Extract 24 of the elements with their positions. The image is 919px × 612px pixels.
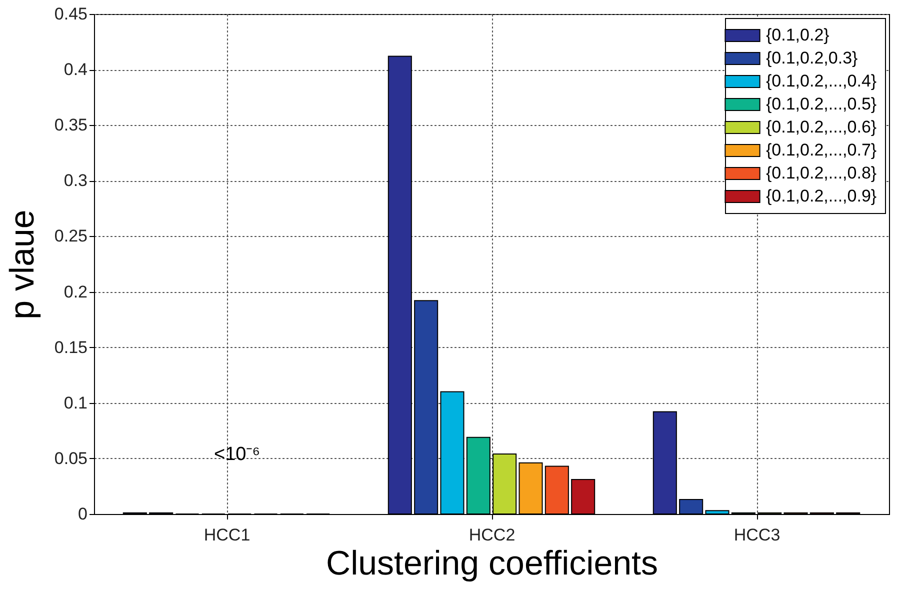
x-tick-label: HCC2: [468, 526, 516, 544]
legend-label: {0.1,0.2,...,0.4}: [766, 72, 877, 90]
legend-label: {0.1,0.2,...,0.7}: [766, 140, 877, 160]
y-tick-label: 0.15: [54, 338, 88, 357]
y-tick-label: 0: [78, 504, 88, 524]
legend-label: {0.1,0.2,...,0.5}: [766, 94, 877, 114]
legend-label: {0.1,0.2}: [766, 26, 830, 44]
y-tick-label: 0.4: [64, 60, 88, 80]
y-tick-label: 0.1: [64, 393, 88, 412]
y-axis-title: p vlaue: [3, 210, 42, 320]
legend-label: {0.1,0.2,...,0.6}: [766, 118, 877, 136]
y-tick-label: 0.35: [54, 116, 88, 135]
y-tick-label: 0.05: [54, 448, 88, 468]
annotation: <10⁻⁶: [214, 444, 260, 465]
legend-label: {0.1,0.2,...,0.8}: [766, 164, 877, 182]
x-tick-label: HCC1: [204, 526, 250, 544]
y-tick-label: 0.45: [54, 4, 88, 24]
y-tick-label: 0.2: [64, 282, 88, 302]
y-tick-label: 0.25: [54, 226, 88, 246]
y-tick-label: 0.3: [64, 171, 88, 190]
x-tick-label: HCC3: [734, 526, 780, 544]
legend-label: {0.1,0.2,0.3}: [766, 48, 858, 68]
x-axis-title: Clustering coefficients: [326, 544, 658, 582]
legend-label: {0.1,0.2,...,0.9}: [766, 186, 877, 206]
